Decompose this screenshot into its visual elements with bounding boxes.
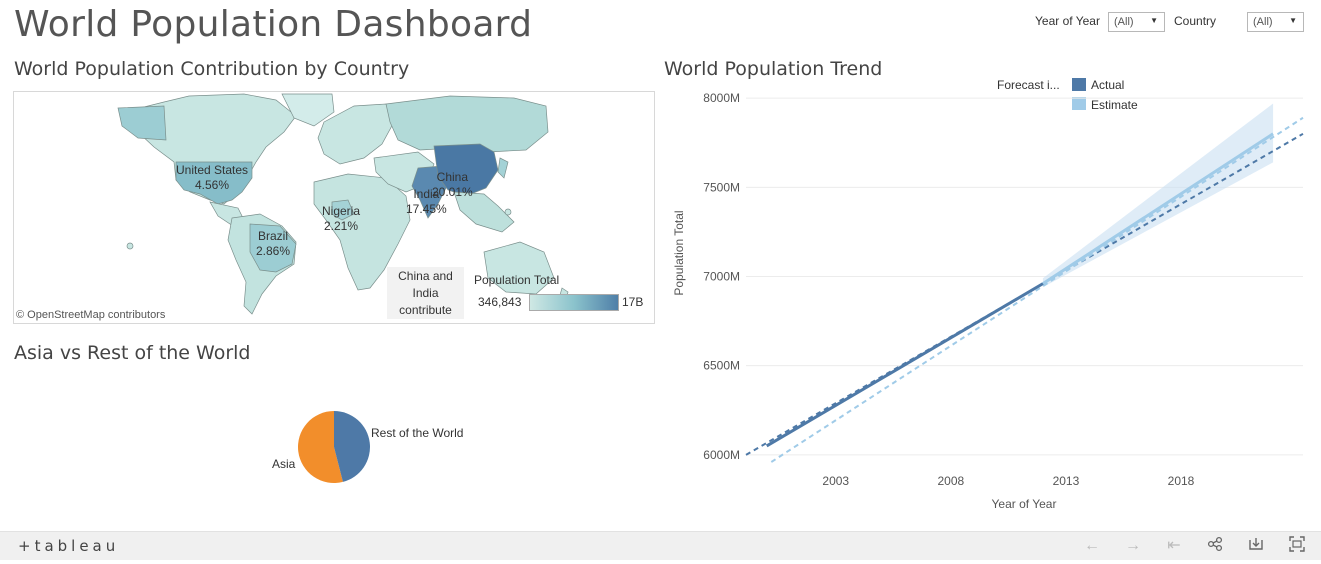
- map-legend-min: 346,843: [478, 295, 522, 309]
- world-map[interactable]: United States 4.56% Nigeria 2.21% Brazil 2.…: [13, 91, 655, 324]
- legend-label-actual: Actual: [1091, 78, 1125, 92]
- year-filter-value: (All): [1114, 16, 1134, 28]
- chevron-down-icon: ▼: [1289, 16, 1297, 25]
- x-axis-title: Year of Year: [992, 497, 1057, 511]
- map-label-india: India 17.45%: [406, 187, 447, 216]
- europe-region: [317, 103, 395, 165]
- x-tick-label: 2008: [937, 474, 964, 488]
- pie-chart[interactable]: [296, 409, 372, 485]
- y-axis-ticks: 6000M 6500M 7000M 7500M 8000M: [703, 91, 740, 462]
- japan-region: [497, 157, 509, 179]
- x-tick-label: 2003: [822, 474, 849, 488]
- y-tick-label: 7000M: [703, 270, 740, 284]
- tableau-toolbar: +tableau ← → ⇤: [0, 531, 1321, 560]
- y-tick-label: 7500M: [703, 180, 740, 194]
- trend-title: World Population Trend: [664, 58, 883, 80]
- trend-line-estimate: [770, 116, 1304, 463]
- trend-line-actual: [745, 132, 1304, 456]
- forecast-legend-title: Forecast i...: [997, 78, 1060, 92]
- china-region: [433, 143, 499, 197]
- pie-label-rest-of-world: Rest of the World: [371, 426, 464, 440]
- map-legend-gradient: [529, 294, 619, 311]
- map-title: World Population Contribution by Country: [14, 58, 410, 80]
- x-tick-label: 2018: [1168, 474, 1195, 488]
- dashboard-title: World Population Dashboard: [14, 4, 533, 45]
- map-label-nigeria: Nigeria 2.21%: [322, 204, 361, 233]
- legend-swatch-estimate: [1072, 97, 1086, 110]
- united-states-region: [175, 161, 253, 205]
- revert-icon[interactable]: ⇤: [1167, 537, 1181, 554]
- pie-label-asia: Asia: [272, 457, 296, 471]
- legend-swatch-actual: [1072, 78, 1086, 91]
- year-filter-dropdown[interactable]: (All) ▼: [1108, 12, 1165, 32]
- forecast-band: [1042, 103, 1274, 288]
- nigeria-region: [331, 199, 355, 221]
- map-canvas: [117, 93, 569, 315]
- osm-credit: © OpenStreetMap contributors: [16, 309, 166, 321]
- y-tick-label: 8000M: [703, 91, 740, 105]
- map-legend-max: 17B: [622, 295, 644, 309]
- undo-icon[interactable]: ←: [1084, 537, 1100, 554]
- share-icon[interactable]: [1204, 536, 1226, 556]
- tableau-logo: +tableau: [18, 537, 120, 555]
- pie-slice-asia: [298, 411, 343, 483]
- pie-slice-rest-of-world: [334, 411, 370, 482]
- country-filter-value: (All): [1253, 16, 1273, 28]
- y-tick-label: 6000M: [703, 448, 740, 462]
- russia-region: [385, 95, 549, 153]
- greenland-region: [281, 93, 335, 127]
- chevron-down-icon: ▼: [1150, 16, 1158, 25]
- country-filter-label: Country: [1174, 14, 1217, 28]
- southeast-asia-region: [453, 191, 515, 233]
- map-label-united-states: United States 4.56%: [176, 163, 249, 192]
- x-tick-label: 2013: [1053, 474, 1080, 488]
- australia-region: [483, 241, 555, 295]
- alaska-region: [117, 105, 167, 141]
- x-axis-ticks: 2003 2008 2013 2018: [822, 474, 1194, 488]
- fullscreen-icon[interactable]: [1286, 536, 1308, 556]
- map-label-china: China 20.01%: [432, 170, 473, 199]
- y-tick-label: 6500M: [703, 359, 740, 373]
- brazil-region: [249, 223, 297, 273]
- map-legend-title: Population Total: [474, 273, 560, 287]
- map-annotation: China and India contribute: [387, 267, 464, 319]
- series-line-estimate: [1042, 132, 1274, 285]
- pie-title: Asia vs Rest of the World: [14, 342, 251, 364]
- legend-label-estimate: Estimate: [1091, 98, 1138, 112]
- redo-icon[interactable]: →: [1125, 537, 1141, 554]
- download-icon[interactable]: [1245, 536, 1267, 556]
- year-filter-label: Year of Year: [1035, 14, 1100, 28]
- map-label-brazil: Brazil 2.86%: [256, 229, 291, 258]
- series-line-actual: [765, 282, 1044, 448]
- country-filter-dropdown[interactable]: (All) ▼: [1247, 12, 1304, 32]
- y-axis-title: Population Total: [672, 210, 686, 295]
